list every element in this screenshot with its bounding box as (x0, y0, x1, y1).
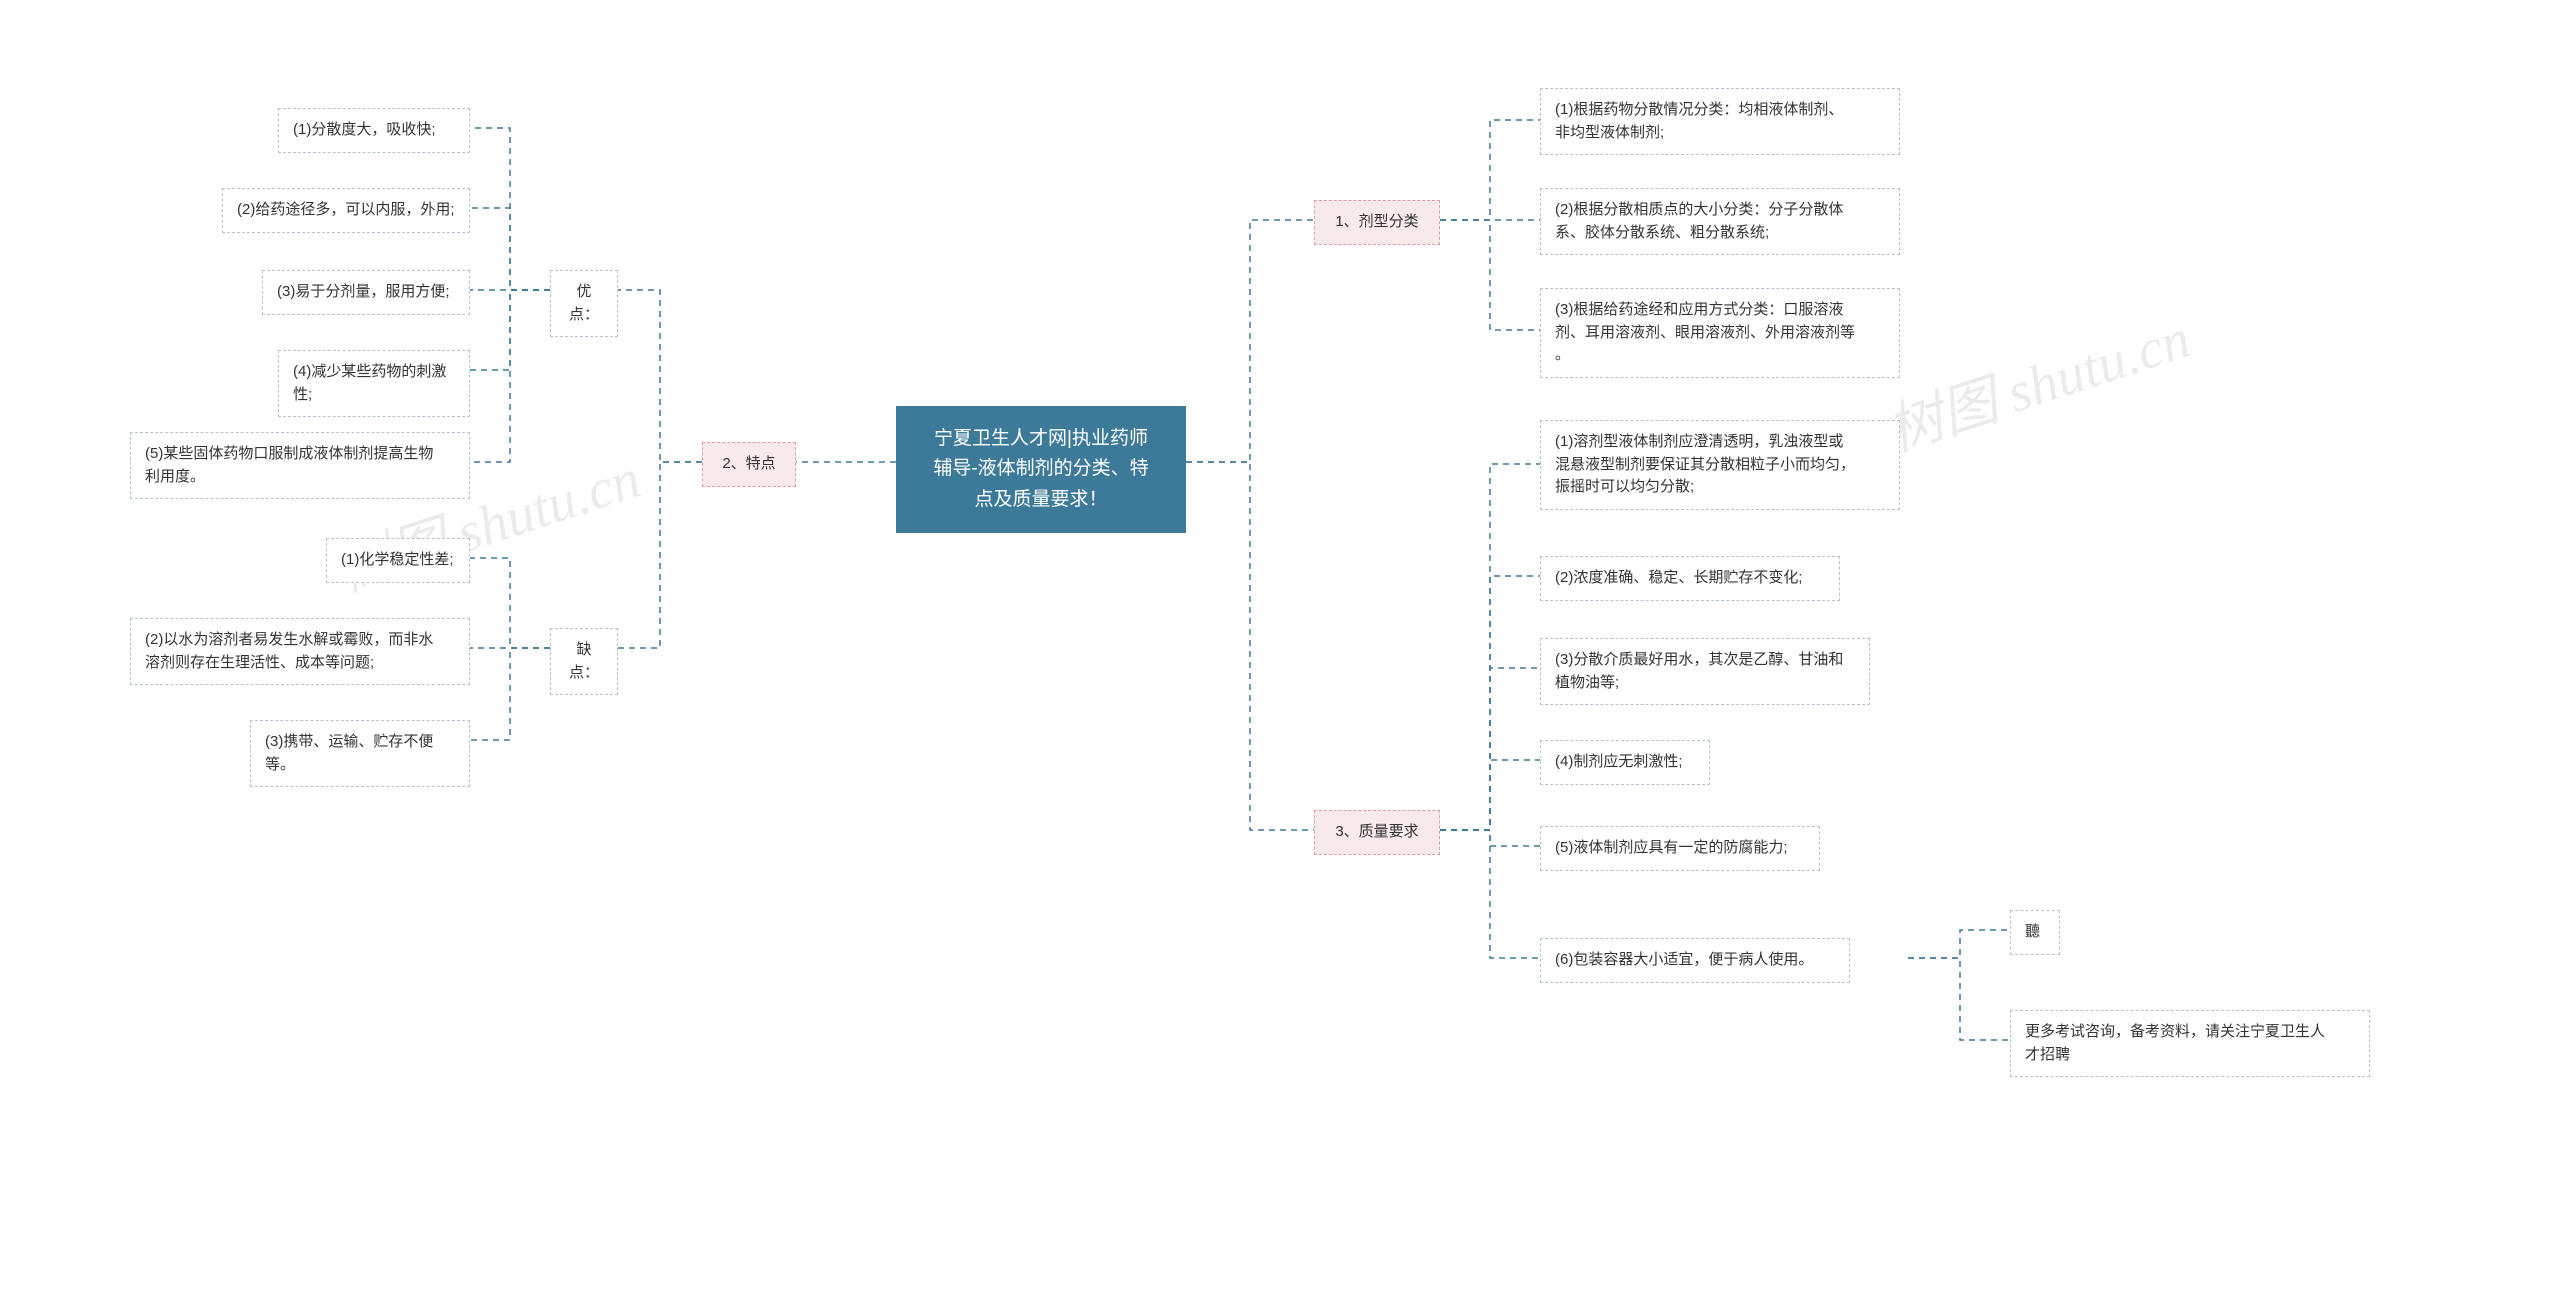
leaf-dis-1: (1)化学稳定性差; (326, 538, 470, 583)
leaf-adv-1: (1)分散度大，吸收快; (278, 108, 470, 153)
leaf-qual-6: (6)包装容器大小适宜，便于病人使用。 (1540, 938, 1850, 983)
leaf-qual-2: (2)浓度准确、稳定、长期贮存不变化; (1540, 556, 1840, 601)
leaf-class-2: (2)根据分散相质点的大小分类：分子分散体系、胶体分散系统、粗分散系统; (1540, 188, 1900, 255)
leaf-class-3: (3)根据给药途经和应用方式分类：口服溶液剂、耳用溶液剂、眼用溶液剂、外用溶液剂… (1540, 288, 1900, 378)
subbranch-disadvantages: 缺点： (550, 628, 618, 695)
leaf-adv-3: (3)易于分剂量，服用方便; (262, 270, 470, 315)
branch-quality: 3、质量要求 (1314, 810, 1440, 855)
watermark: 树图 shutu.cn (1875, 293, 2199, 467)
subbranch-advantages: 优点： (550, 270, 618, 337)
leaf-qual-1: (1)溶剂型液体制剂应澄清透明，乳浊液型或混悬液型制剂要保证其分散相粒子小而均匀… (1540, 420, 1900, 510)
leaf-qual-4: (4)制剂应无刺激性; (1540, 740, 1710, 785)
branch-features: 2、特点 (702, 442, 796, 487)
leaf-dis-3: (3)携带、运输、贮存不便等。 (250, 720, 470, 787)
leaf-class-1: (1)根据药物分散情况分类：均相液体制剂、非均型液体制剂; (1540, 88, 1900, 155)
leaf-qual-5: (5)液体制剂应具有一定的防腐能力; (1540, 826, 1820, 871)
branch-classification: 1、剂型分类 (1314, 200, 1440, 245)
mindmap-root: 宁夏卫生人才网|执业药师辅导-液体制剂的分类、特点及质量要求！ (896, 406, 1186, 533)
leaf-adv-4: (4)减少某些药物的刺激性; (278, 350, 470, 417)
leaf-tail-2: 更多考试咨询，备考资料，请关注宁夏卫生人才招聘 (2010, 1010, 2370, 1077)
leaf-tail-1: 聽 (2010, 910, 2060, 955)
leaf-adv-2: (2)给药途径多，可以内服，外用; (222, 188, 470, 233)
leaf-dis-2: (2)以水为溶剂者易发生水解或霉败，而非水溶剂则存在生理活性、成本等问题; (130, 618, 470, 685)
leaf-adv-5: (5)某些固体药物口服制成液体制剂提高生物利用度。 (130, 432, 470, 499)
leaf-qual-3: (3)分散介质最好用水，其次是乙醇、甘油和植物油等; (1540, 638, 1870, 705)
